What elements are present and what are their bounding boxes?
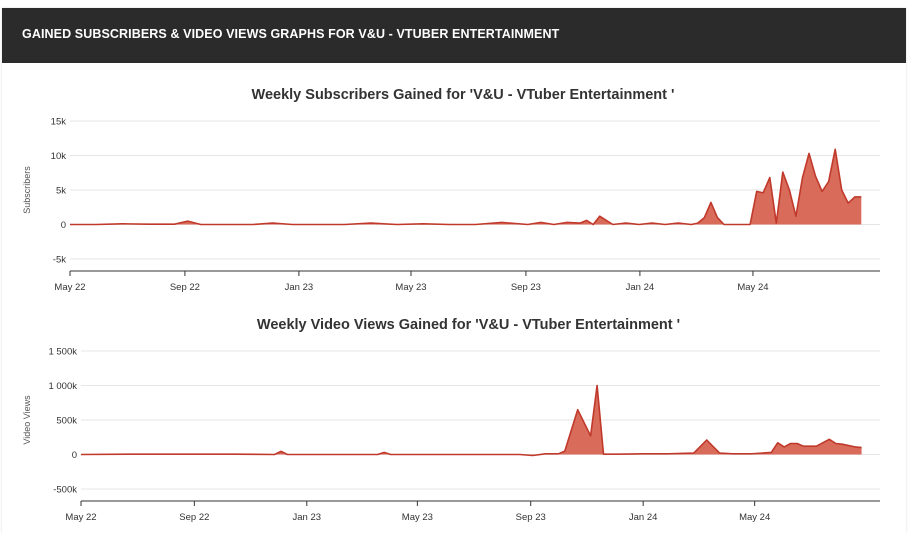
video-views-y-tick-label: 500k <box>56 416 77 427</box>
subscribers-y-axis-label: Subscribers <box>22 166 32 214</box>
subscribers-x-tick-label: Sep 23 <box>511 282 541 293</box>
panel-title: GAINED SUBSCRIBERS & VIDEO VIEWS GRAPHS … <box>22 27 560 41</box>
video-views-y-tick-label: 1 000k <box>48 381 77 392</box>
video-views-series-area <box>81 385 862 456</box>
video-views-x-tick-label: May 24 <box>739 512 770 523</box>
video-views-chart-title: Weekly Video Views Gained for 'V&U - VTu… <box>257 317 680 333</box>
video-views-x-tick-label: Sep 22 <box>179 512 209 523</box>
subscribers-x-tick-label: Sep 22 <box>170 282 200 293</box>
video-views-x-tick-label: Jan 24 <box>629 512 658 523</box>
subscribers-x-tick-label: May 23 <box>395 282 426 293</box>
subscribers-y-tick-label: -5k <box>53 255 66 266</box>
video-views-x-tick-label: May 23 <box>402 512 433 523</box>
subscribers-x-tick-label: May 22 <box>54 282 85 293</box>
video-views-x-tick-label: May 22 <box>65 512 96 523</box>
video-views-y-axis-label: Video Views <box>22 395 32 445</box>
video-views-y-tick-label: 0 <box>72 450 77 461</box>
video-views-y-tick-label: 1 500k <box>48 347 77 358</box>
subscribers-chart: Weekly Subscribers Gained for 'V&U - VTu… <box>22 87 880 293</box>
subscribers-x-tick-label: Jan 23 <box>285 282 314 293</box>
subscribers-y-tick-label: 0 <box>61 220 66 231</box>
video-views-series-line <box>80 384 862 457</box>
subscribers-y-tick-label: 5k <box>56 186 66 197</box>
subscribers-y-tick-label: 10k <box>51 151 67 162</box>
video-views-y-tick-label: -500k <box>53 485 77 496</box>
video-views-x-tick-label: Sep 23 <box>516 512 546 523</box>
subscribers-x-tick-label: May 24 <box>737 282 768 293</box>
subscribers-x-tick-label: Jan 24 <box>626 282 655 293</box>
panel-header: GAINED SUBSCRIBERS & VIDEO VIEWS GRAPHS … <box>2 8 906 63</box>
subscribers-chart-title: Weekly Subscribers Gained for 'V&U - VTu… <box>252 87 675 103</box>
subscribers-series-area <box>70 149 862 225</box>
video-views-x-tick-label: Jan 23 <box>293 512 322 523</box>
subscribers-series-line <box>70 148 862 226</box>
video-views-chart: Weekly Video Views Gained for 'V&U - VTu… <box>22 317 880 523</box>
subscribers-y-tick-label: 15k <box>51 117 67 128</box>
